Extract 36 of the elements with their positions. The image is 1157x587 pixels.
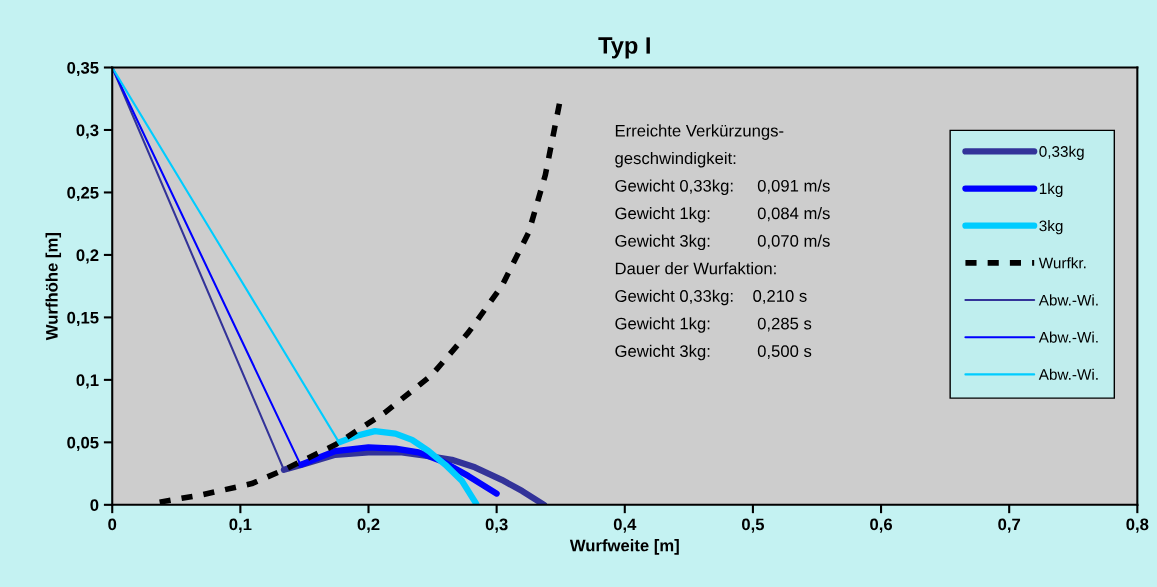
x-tick-label: 0,2 — [357, 518, 380, 533]
legend-label: Abw.-Wi. — [1038, 368, 1098, 380]
y-tick-label: 0,15 — [67, 311, 99, 327]
legend-label: Wurfkr. — [1038, 257, 1086, 269]
y-tick-label: 0 — [90, 499, 99, 512]
x-tick-label: 0,7 — [998, 518, 1021, 533]
legend-label: 0,33kg — [1039, 145, 1084, 160]
y-tick-label: 0,05 — [67, 436, 99, 451]
x-tick-label: 0,6 — [870, 518, 893, 533]
x-tick-label: 0,5 — [741, 518, 765, 533]
legend-label: Abw.-Wi. — [1038, 294, 1098, 306]
annotation: Gewicht 0,33kg: 0,091 m/s — [615, 179, 830, 195]
annotation: Gewicht 0,33kg: 0,210 s — [615, 289, 807, 306]
annotation: geschwindigkeit: — [615, 151, 736, 168]
legend-label: Abw.-Wi. — [1038, 331, 1098, 343]
x-tick-label: 0 — [108, 518, 117, 531]
legend-label: 1kg — [1039, 182, 1063, 198]
chart-title: Typ I — [598, 37, 650, 59]
annotation: Gewicht 3kg: 0,070 m/s — [615, 234, 830, 251]
y-tick-label: 0,35 — [67, 61, 99, 77]
x-tick-label: 0,1 — [229, 518, 252, 533]
annotation: Gewicht 1kg: 0,285 s — [615, 317, 812, 333]
y-axis-title: Wurfhöhe [m] — [45, 233, 62, 341]
x-tick-label: 0,8 — [1126, 518, 1149, 533]
annotation: Gewicht 1kg: 0,084 m/s — [615, 207, 830, 223]
annotation: Gewicht 3kg: 0,500 s — [615, 344, 812, 361]
x-axis-title: Wurfweite [m] — [569, 539, 679, 555]
y-tick-label: 0,1 — [76, 374, 99, 389]
annotation: Erreichte Verkürzungs- — [615, 124, 784, 140]
legend-label: 3kg — [1039, 220, 1063, 235]
y-tick-label: 0,2 — [76, 249, 99, 264]
y-tick-label: 0,25 — [67, 186, 99, 202]
annotation: Dauer der Wurfaktion: — [615, 262, 776, 275]
x-tick-label: 0,3 — [485, 518, 508, 533]
y-tick-label: 0,3 — [76, 124, 99, 139]
x-tick-label: 0,4 — [613, 518, 637, 533]
